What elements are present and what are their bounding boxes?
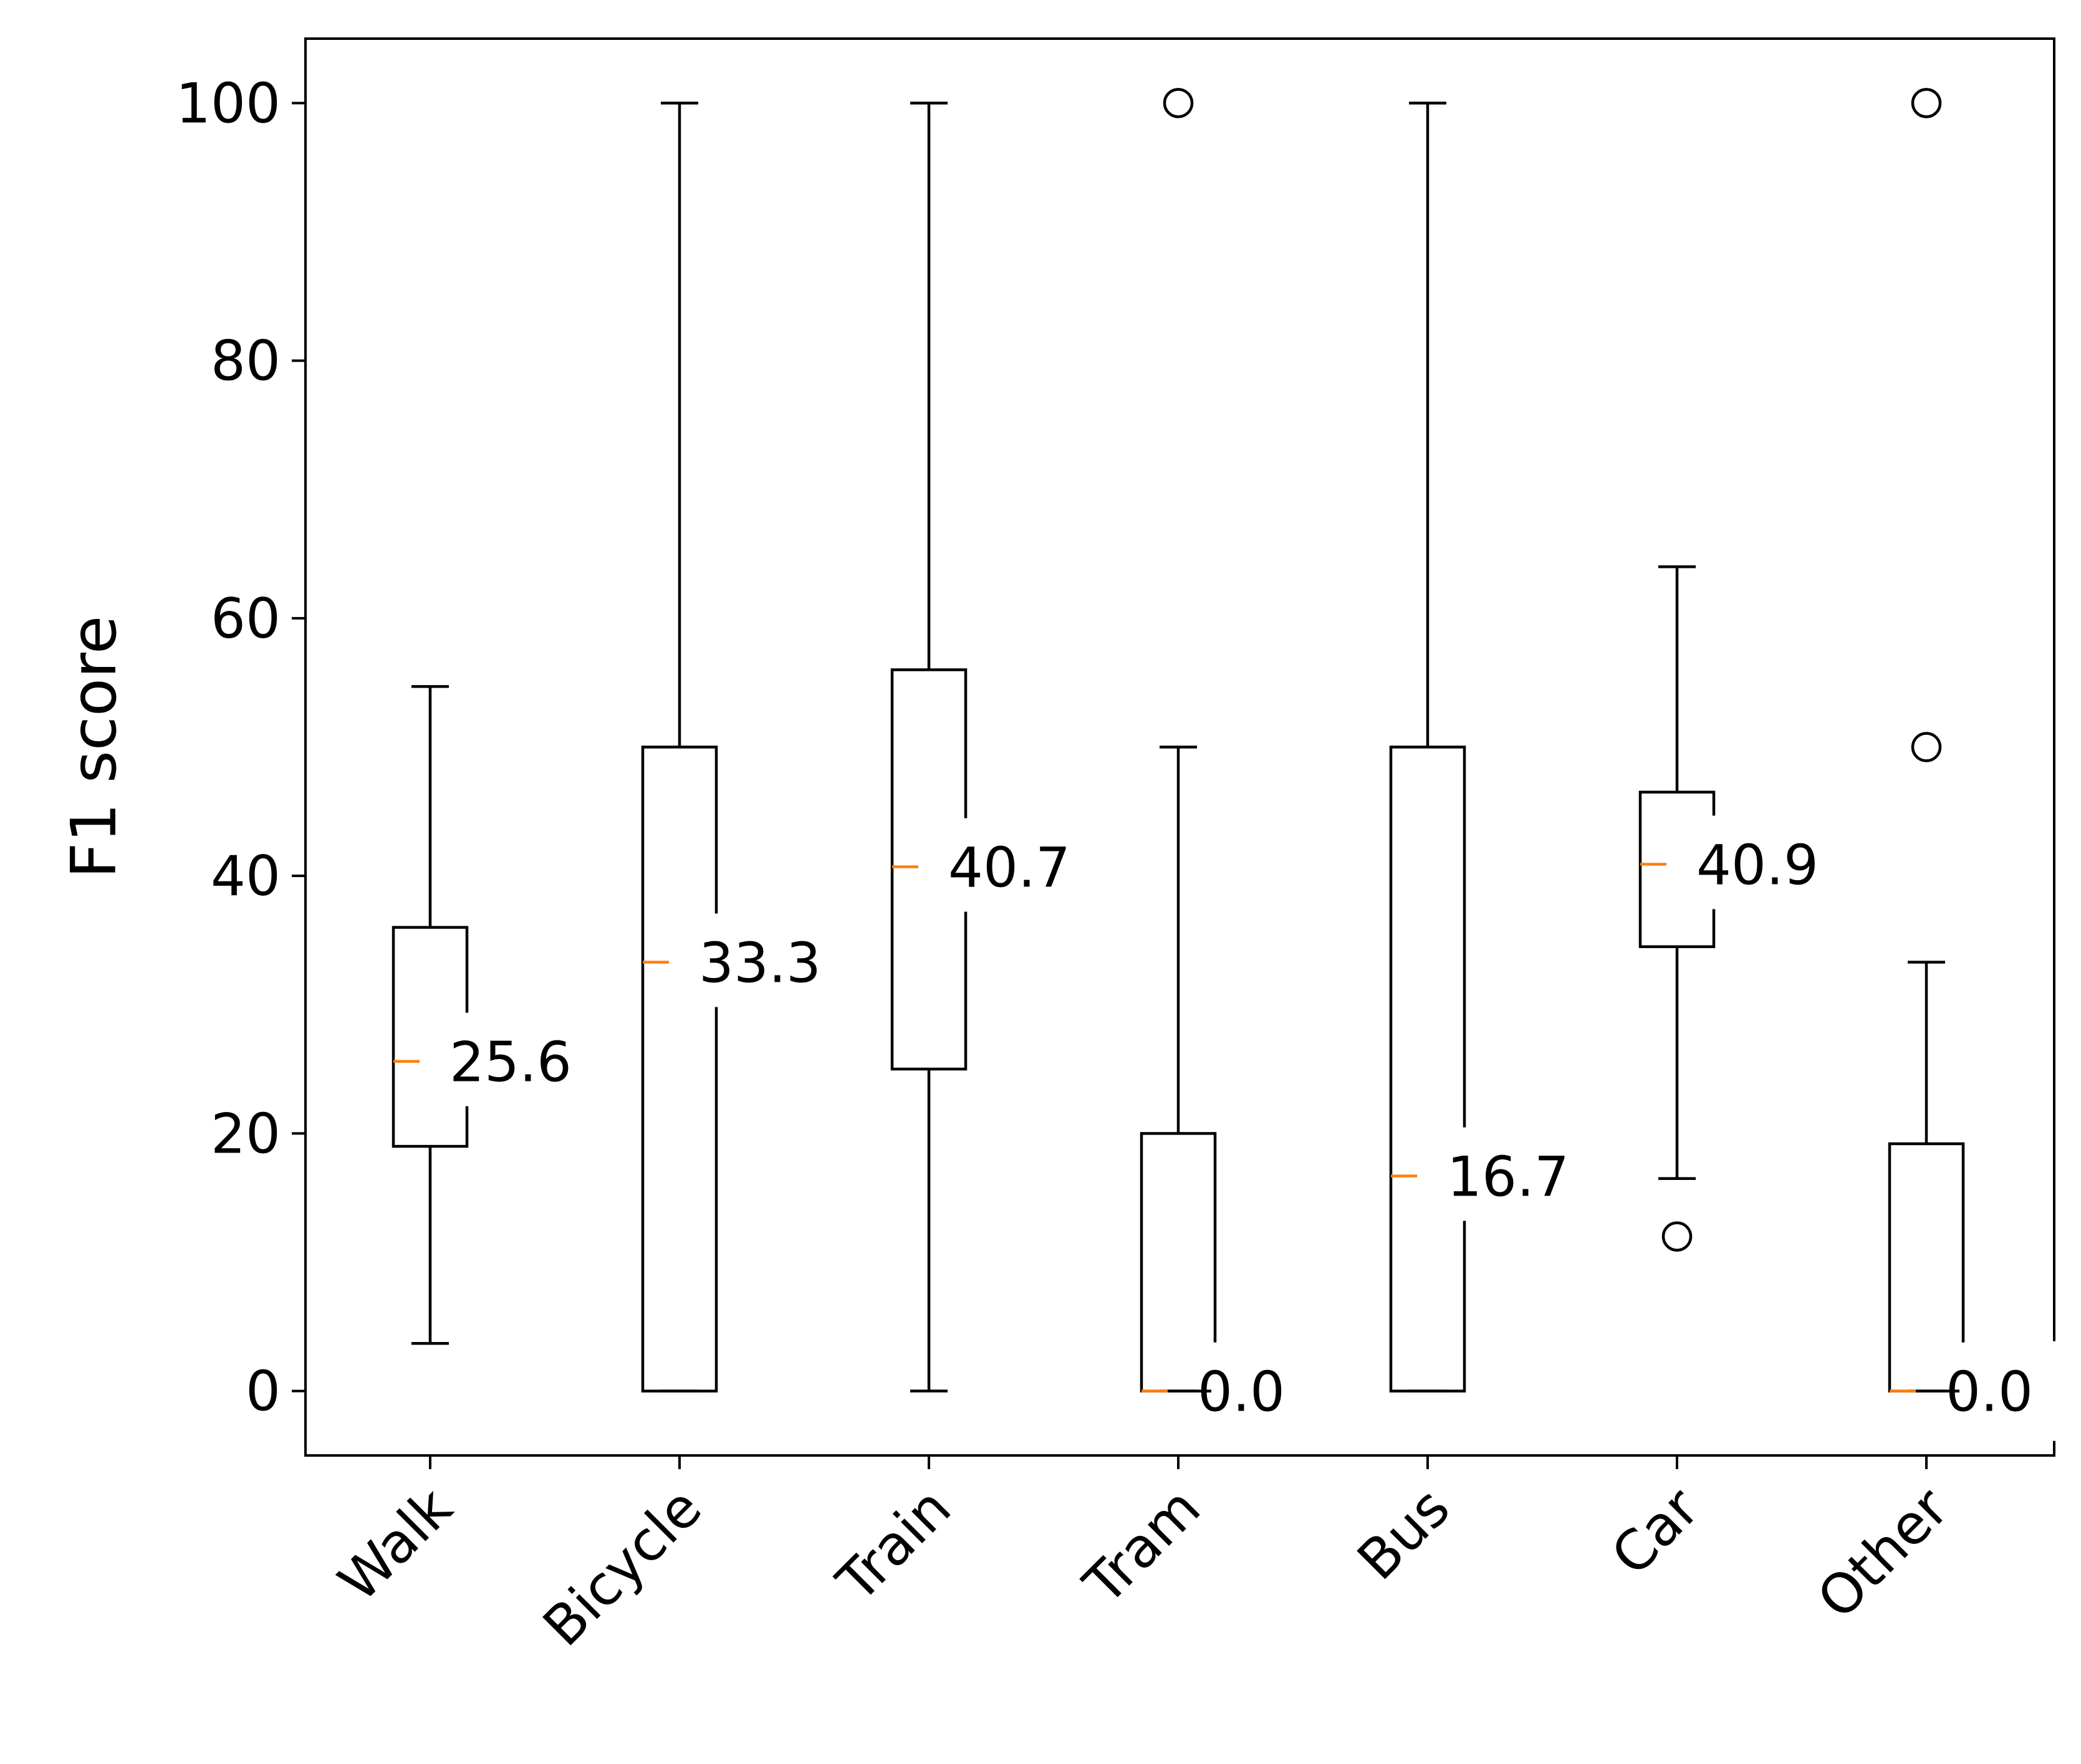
box xyxy=(1389,745,1466,1393)
x-tick-label: Tram xyxy=(1071,1475,1213,1617)
outlier-point xyxy=(1911,732,1942,762)
x-tick-label: Car xyxy=(1599,1475,1712,1588)
box xyxy=(1888,1142,1965,1393)
x-tick-label: Other xyxy=(1805,1475,1961,1631)
y-tick-label: 80 xyxy=(211,329,281,393)
median-label-backing xyxy=(1461,1127,1468,1221)
median-label: 0.0 xyxy=(1946,1360,2033,1424)
box-group: 0.0 xyxy=(1888,88,2033,1436)
median-label: 33.3 xyxy=(699,931,821,995)
y-tick-label: 100 xyxy=(176,71,281,135)
spine-label-backing xyxy=(2050,1341,2058,1441)
outlier-point xyxy=(1661,1221,1693,1252)
median-label: 16.7 xyxy=(1447,1145,1569,1209)
x-tick-label: Bicycle xyxy=(531,1475,714,1659)
y-tick-label: 60 xyxy=(211,587,281,651)
y-axis-label: F1 score xyxy=(57,616,130,879)
x-tick-label: Bus xyxy=(1345,1475,1461,1592)
x-tick-label: Walk xyxy=(326,1475,464,1614)
box-group: 16.7 xyxy=(1389,102,1569,1393)
median-label-backing xyxy=(1959,1342,1967,1436)
outlier-point xyxy=(1163,88,1194,118)
plot-frame xyxy=(304,37,2055,1457)
median-label: 0.0 xyxy=(1198,1360,1285,1424)
box-group: 40.9 xyxy=(1638,565,1819,1252)
box-group: 33.3 xyxy=(641,102,821,1393)
outlier-point xyxy=(1911,88,1942,118)
median-label-backing xyxy=(962,818,969,912)
median-label-backing xyxy=(463,1012,471,1106)
median-label-backing xyxy=(713,913,720,1007)
box-group: 0.0 xyxy=(1140,88,1285,1436)
median-label-backing xyxy=(1710,815,1718,909)
y-tick-label: 0 xyxy=(246,1359,281,1424)
y-axis: 0 20 40 60 80 100 xyxy=(176,71,305,1424)
median-label: 40.7 xyxy=(948,836,1070,900)
plot-area: 25.6 33.3 40.7 0.0 16.7 40.9 0.0 xyxy=(304,37,2058,1457)
median-label: 40.9 xyxy=(1696,833,1819,898)
x-axis: Walk Bicycle Train Tram Bus Car Other xyxy=(326,1455,1961,1659)
box-group: 25.6 xyxy=(392,685,572,1345)
x-tick-label: Train xyxy=(824,1475,963,1614)
median-label: 25.6 xyxy=(449,1030,572,1095)
y-tick-label: 20 xyxy=(211,1101,281,1166)
box xyxy=(1140,1132,1217,1393)
y-tick-label: 40 xyxy=(211,844,281,908)
box-group: 40.7 xyxy=(890,102,1070,1393)
box xyxy=(641,745,718,1393)
median-label-backing xyxy=(1211,1342,1219,1436)
